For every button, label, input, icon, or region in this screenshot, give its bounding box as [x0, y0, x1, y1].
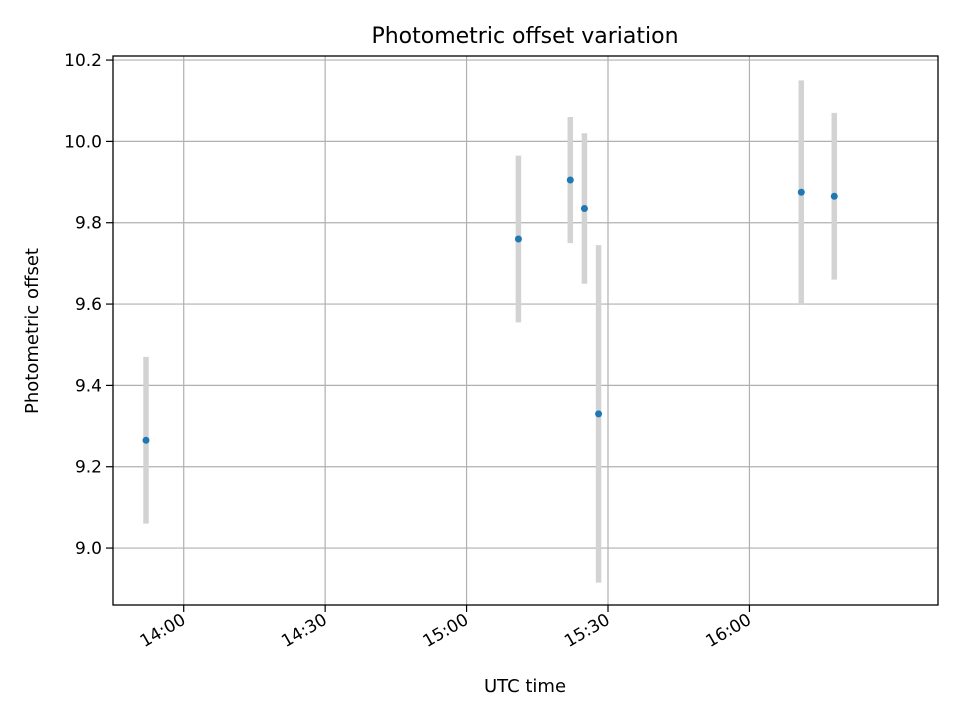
- y-tick-label: 9.8: [75, 214, 102, 234]
- y-tick-label: 9.2: [75, 458, 102, 478]
- data-point: [595, 410, 603, 418]
- data-point: [580, 205, 588, 212]
- data-point: [514, 235, 522, 243]
- plot-frame: [112, 55, 939, 606]
- y-tick-label: 9.6: [75, 295, 102, 315]
- x-axis-label: UTC time: [484, 676, 566, 697]
- data-point: [830, 192, 838, 200]
- data-points: [142, 176, 838, 444]
- y-tick-label: 10.0: [64, 132, 102, 152]
- data-point: [797, 188, 805, 196]
- data-point: [566, 176, 574, 184]
- data-point: [142, 436, 150, 444]
- y-tick-label: 9.4: [75, 376, 102, 396]
- y-tick-label: 10.2: [64, 51, 102, 71]
- chart-title: Photometric offset variation: [371, 24, 678, 49]
- y-axis-label: Photometric offset: [22, 248, 43, 414]
- y-tick-label: 9.0: [75, 539, 102, 559]
